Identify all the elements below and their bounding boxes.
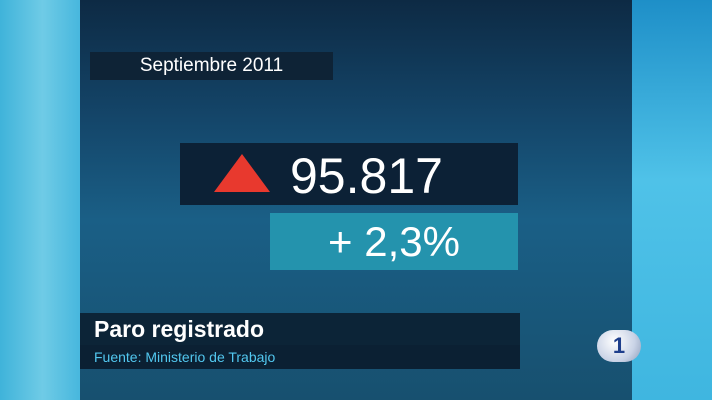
caption-title: Paro registrado [80, 313, 520, 345]
up-triangle [214, 154, 270, 192]
date-label: Septiembre 2011 [90, 52, 333, 80]
change-box: + 2,3% [270, 213, 518, 270]
value-box: 95.817 [180, 143, 518, 205]
value-text: 95.817 [290, 148, 443, 204]
caption-source: Fuente: Ministerio de Trabajo [80, 345, 520, 369]
background-right [632, 0, 712, 400]
channel-logo: 1 [597, 330, 641, 362]
